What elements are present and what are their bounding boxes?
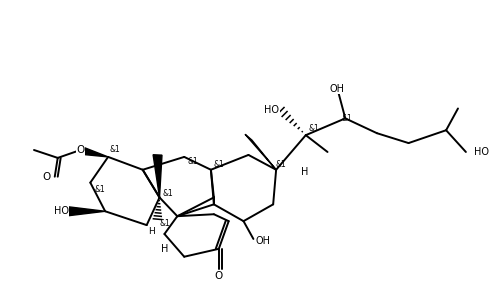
Text: HO: HO	[264, 106, 279, 115]
Text: H: H	[301, 167, 308, 177]
Text: HO: HO	[474, 147, 489, 157]
Text: &1: &1	[95, 185, 106, 194]
Polygon shape	[68, 207, 105, 216]
Text: &1: &1	[214, 160, 224, 169]
Polygon shape	[245, 134, 276, 170]
Polygon shape	[153, 155, 162, 197]
Text: &1: &1	[162, 189, 173, 198]
Text: &1: &1	[342, 114, 353, 123]
Text: &1: &1	[308, 124, 319, 133]
Text: &1: &1	[159, 219, 170, 228]
Text: H: H	[161, 244, 168, 254]
Text: OH: OH	[255, 236, 271, 246]
Text: &1: &1	[276, 160, 286, 169]
Text: &1: &1	[188, 157, 198, 166]
Polygon shape	[79, 146, 108, 157]
Text: O: O	[43, 172, 51, 182]
Text: O: O	[215, 271, 223, 281]
Text: O: O	[76, 145, 85, 155]
Text: HO: HO	[54, 206, 68, 216]
Text: OH: OH	[330, 84, 345, 94]
Text: H: H	[148, 227, 155, 236]
Text: &1: &1	[110, 146, 121, 155]
